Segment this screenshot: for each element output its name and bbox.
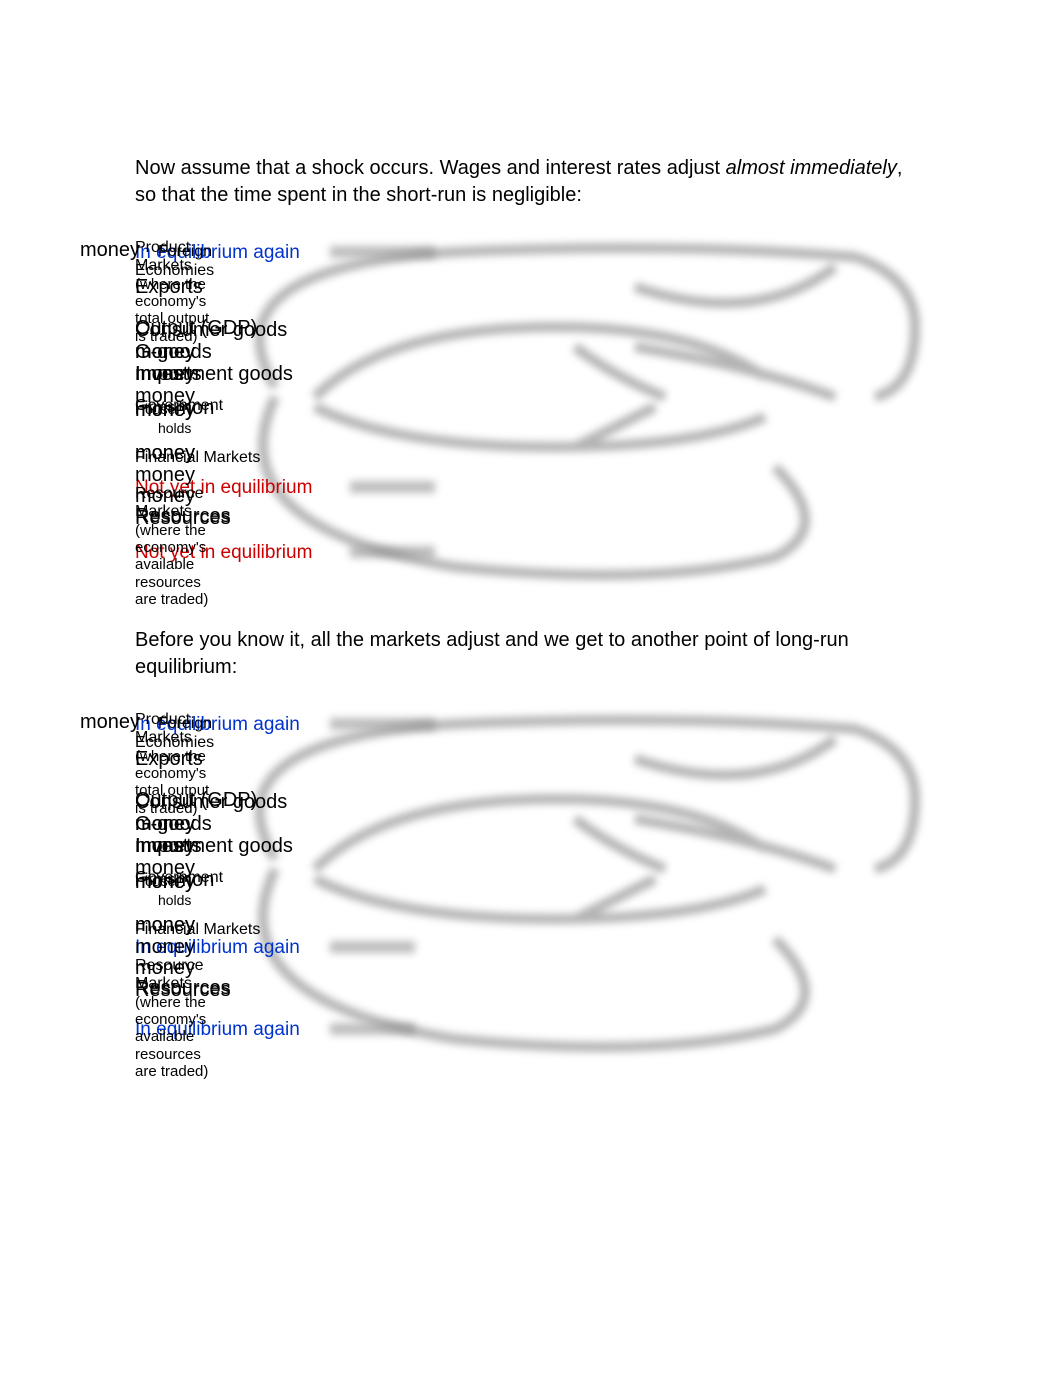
money-fin-right: money [135, 442, 195, 465]
money-far-right-b: money [135, 871, 195, 894]
intro-paragraph-1: Now assume that a shock occurs. Wages an… [135, 155, 927, 209]
consumer-goods-label: Consumer goods [135, 319, 287, 342]
diagram-2: In equilibrium again In equilibrium agai… [135, 699, 927, 1069]
rm-l5: available [135, 556, 208, 573]
consumer-goods-label-b: Consumer goods [135, 791, 287, 814]
rm-l7b: are traded) [135, 1063, 208, 1080]
exports-label: Exports [135, 276, 203, 299]
resource-markets-block-b: Resource Markets (where the economy's av… [135, 957, 208, 1080]
money-top-right-b: money [80, 711, 140, 734]
imports-label: Imports [135, 363, 202, 386]
rm-l5b: available [135, 1028, 208, 1045]
money-right-g-b: money [135, 813, 195, 836]
foreign-economies-block-b: money Foreign Economies [135, 711, 214, 752]
households-l2b: holds [135, 892, 214, 908]
foreign-l1b: Foreign [158, 715, 212, 732]
rm-l6b: resources [135, 1046, 208, 1063]
rm-l1: Resource [135, 485, 208, 503]
rm-l2b: Markets [135, 975, 208, 993]
page-root: Now assume that a shock occurs. Wages an… [0, 0, 1062, 1376]
households-l2: holds [135, 420, 214, 436]
rm-l1b: Resource [135, 957, 208, 975]
intro-paragraph-2: Before you know it, all the markets adju… [135, 627, 927, 681]
money-fin-left-2: money [135, 464, 195, 487]
rm-l3: (where the [135, 522, 208, 539]
rm-l4b: economy's [135, 1011, 208, 1028]
money-far-right: money [135, 399, 195, 422]
imports-label-b: Imports [135, 835, 202, 858]
rm-l4: economy's [135, 539, 208, 556]
rm-l2: Markets [135, 503, 208, 521]
resource-markets-block: Resource Markets (where the economy's av… [135, 485, 208, 608]
money-top-right: money [80, 239, 140, 262]
rm-l3b: (where the [135, 994, 208, 1011]
money-fin-right-b: money [135, 914, 195, 937]
p1-prefix: Now assume that a shock occurs. Wages an… [135, 157, 726, 179]
diagram-1: In equilibrium again Not yet in equilibr… [135, 227, 927, 597]
diagram-2-svg [135, 699, 927, 1069]
foreign-l1: Foreign [158, 243, 212, 260]
money-right-g: money [135, 341, 195, 364]
foreign-economies-block: money Foreign Economies [135, 239, 214, 280]
rm-l7: are traded) [135, 591, 208, 608]
money-fin-left-2b: money [135, 936, 195, 959]
rm-l6: resources [135, 574, 208, 591]
exports-label-b: Exports [135, 748, 203, 771]
p1-italic: almost immediately [726, 157, 897, 179]
